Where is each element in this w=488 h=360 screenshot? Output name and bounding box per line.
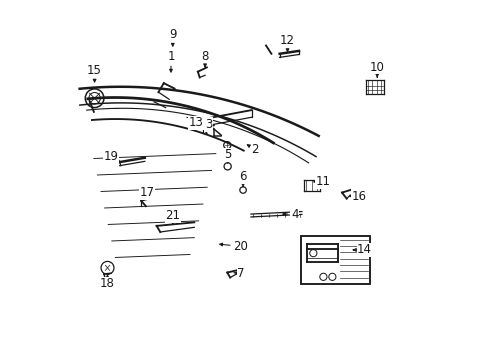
Text: 20: 20 [219,240,248,253]
Text: 14: 14 [353,243,371,256]
Text: 2: 2 [247,143,259,156]
Text: 6: 6 [239,170,246,186]
Text: 12: 12 [280,33,294,51]
Text: 10: 10 [369,60,384,77]
Circle shape [223,141,230,149]
Circle shape [239,187,246,193]
Text: 17: 17 [139,186,154,200]
Text: 13: 13 [188,116,203,129]
Text: 3: 3 [204,118,213,131]
Text: 19: 19 [103,150,120,163]
Circle shape [309,249,316,257]
Text: 16: 16 [349,190,366,203]
Text: 15: 15 [87,64,102,82]
Text: 7: 7 [233,267,244,280]
Text: 4: 4 [282,208,298,221]
Text: 18: 18 [100,274,115,291]
Circle shape [319,273,326,280]
Text: 9: 9 [169,28,176,46]
Text: 1: 1 [167,50,174,72]
Text: 8: 8 [201,50,208,67]
Text: 5: 5 [224,148,231,163]
Text: 21: 21 [165,210,180,224]
Circle shape [224,163,231,170]
Text: 11: 11 [313,175,330,188]
Circle shape [328,273,335,280]
